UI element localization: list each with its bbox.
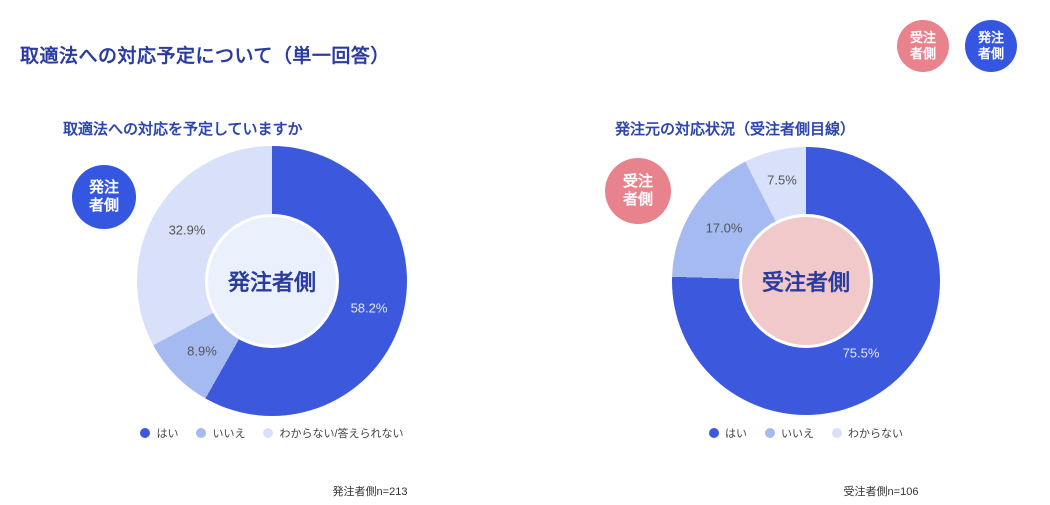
chart-title: 取適法への対応を予定していますか — [63, 121, 303, 138]
side-badge-contractor: 受注 者側 — [605, 158, 671, 224]
legend: はい いいえ わからない/答えられない — [137, 425, 407, 441]
legend-item-unknown: わからない/答えられない — [263, 425, 404, 441]
legend-item-no: いいえ — [196, 425, 245, 441]
donut-center: 受注者側 — [739, 214, 873, 348]
legend-label-no: いいえ — [212, 428, 246, 440]
donut-center-label: 受注者側 — [761, 270, 850, 295]
slice-value-unknown: 7.5% — [767, 172, 797, 188]
donut-center-label: 発注者側 — [227, 270, 316, 295]
slice-value-yes: 58.2% — [350, 300, 388, 316]
sample-size-note: 発注者側n=213 — [332, 486, 408, 498]
legend-label-unknown: わからない/答えられない — [279, 428, 404, 440]
slice-value-yes: 75.5% — [842, 345, 880, 361]
legend-label-yes: はい — [725, 428, 747, 440]
page-title: 取適法への対応予定について（単一回答） — [20, 45, 390, 67]
legend-label-unknown: わからない — [848, 428, 903, 440]
legend-item-yes: はい — [140, 425, 178, 441]
slice-value-no: 17.0% — [705, 220, 743, 236]
legend-label-no: いいえ — [781, 428, 814, 440]
legend-dot-unknown — [832, 428, 842, 438]
donut-chart-orderer: 58.2% 8.9% 32.9% 発注者側 — [137, 146, 407, 416]
sample-size-note: 受注者側n=106 — [843, 486, 919, 498]
legend-dot-no — [765, 428, 775, 438]
donut-center: 発注者側 — [205, 214, 339, 348]
chart-contractor-side: 発注元の対応状況（受注者側目線） 受注 者側 75.5% 17.0% 7.5% … — [590, 112, 1010, 502]
legend-item-no: いいえ — [765, 425, 814, 441]
donut-chart-contractor: 75.5% 17.0% 7.5% 受注者側 — [672, 147, 940, 415]
header-badge-orderer: 発注 者側 — [965, 20, 1017, 72]
header-badge-contractor: 受注 者側 — [897, 20, 949, 72]
side-badge-orderer: 発注 者側 — [72, 165, 136, 229]
legend: はい いいえ わからない — [672, 425, 940, 441]
slice-value-no: 8.9% — [187, 343, 217, 359]
legend-item-unknown: わからない — [832, 425, 903, 441]
legend-dot-yes — [140, 428, 151, 438]
legend-dot-unknown — [263, 428, 274, 438]
legend-label-yes: はい — [156, 428, 179, 440]
legend-dot-no — [196, 428, 207, 438]
slice-value-unknown: 32.9% — [168, 222, 206, 238]
legend-dot-yes — [709, 428, 719, 438]
chart-orderer-side: 取適法への対応を予定していますか 発注 者側 58.2% 8.9% 32.9% … — [40, 112, 460, 502]
chart-title: 発注元の対応状況（受注者側目線） — [615, 121, 856, 138]
legend-item-yes: はい — [709, 425, 747, 441]
